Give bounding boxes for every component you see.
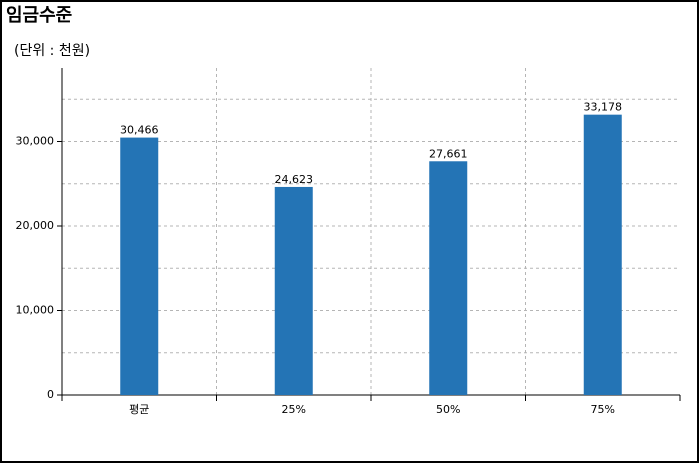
bar (120, 137, 159, 396)
x-tick-label: 25% (282, 403, 306, 416)
chart-subtitle: (단위 : 천원) (14, 43, 90, 59)
x-tick-label: 평균 (129, 403, 149, 416)
value-label: 27,661 (429, 147, 468, 160)
value-label: 30,466 (120, 124, 159, 137)
bar (429, 161, 468, 395)
value-label: 33,178 (584, 101, 623, 114)
chart-title: 임금수준 (6, 5, 72, 26)
x-tick-label: 50% (436, 403, 460, 416)
x-tick-label: 75% (591, 403, 615, 416)
bar (583, 114, 622, 396)
bar (274, 186, 313, 395)
y-tick-label: 30,000 (16, 135, 55, 148)
y-tick-label: 0 (47, 388, 54, 401)
value-label: 24,623 (275, 173, 314, 186)
y-tick-label: 20,000 (16, 219, 55, 232)
y-tick-label: 10,000 (16, 304, 55, 317)
